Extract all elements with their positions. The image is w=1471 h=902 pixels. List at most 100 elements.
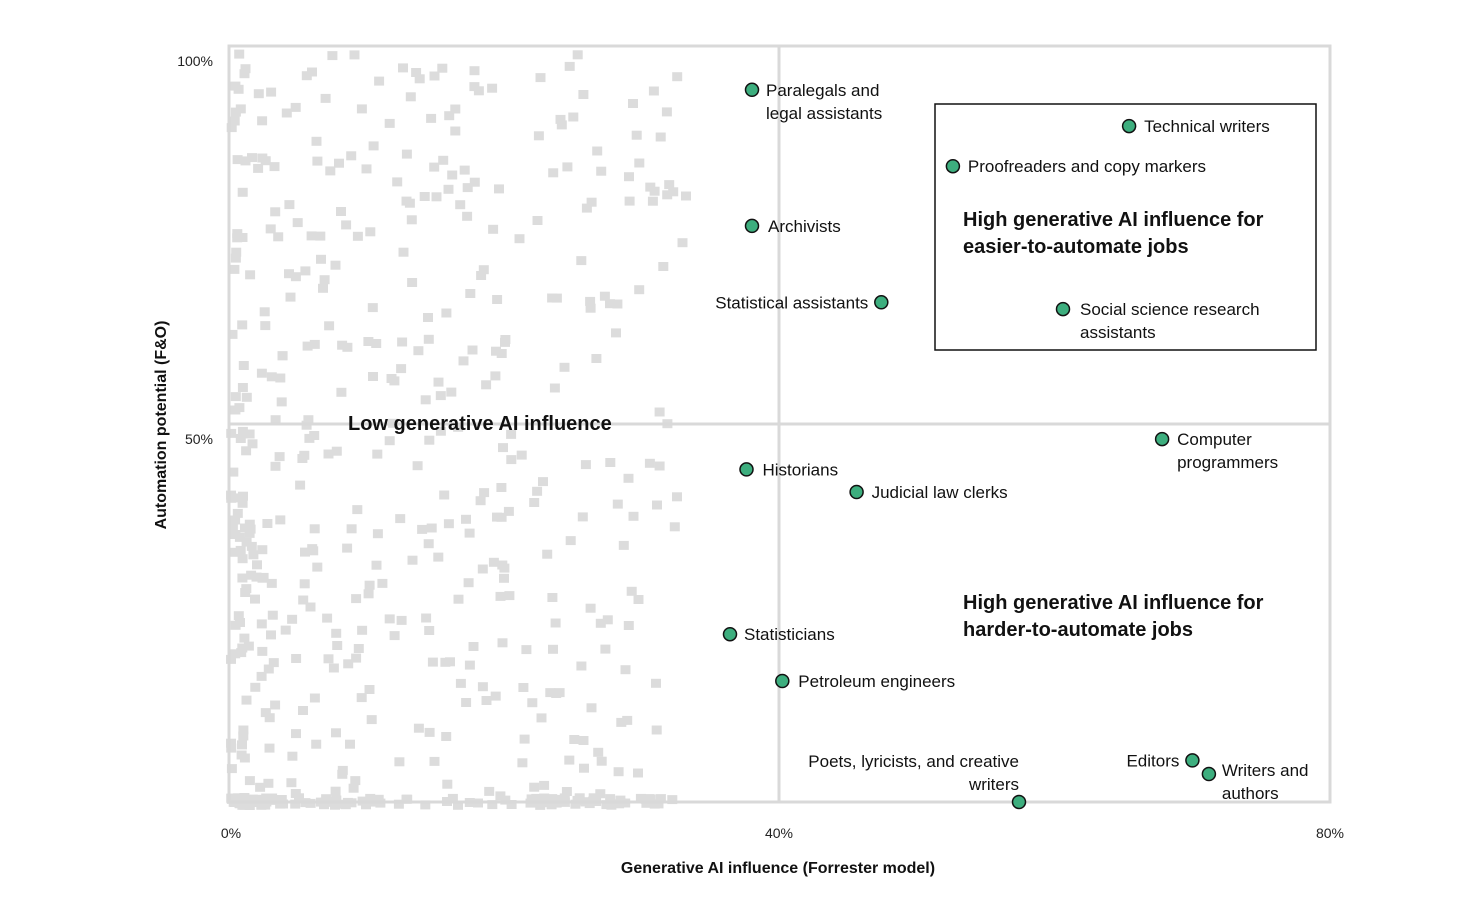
- highlight-point: [945, 158, 961, 174]
- background-occupation-point: [337, 340, 348, 350]
- background-occupation-point: [261, 793, 272, 803]
- background-occupation-point: [601, 800, 612, 810]
- background-occupation-point: [481, 696, 492, 705]
- background-occupation-point: [569, 735, 580, 744]
- background-occupation-point: [431, 192, 442, 202]
- background-occupation-point: [445, 657, 455, 667]
- background-occupation-point: [235, 545, 246, 555]
- background-occupation-point: [461, 698, 472, 707]
- point-label: Historians: [763, 460, 839, 479]
- background-occupation-point: [407, 278, 418, 287]
- background-occupation-point: [237, 233, 248, 242]
- background-occupation-point: [429, 71, 440, 81]
- background-occupation-point: [585, 296, 596, 306]
- point-label: Computer programmers: [1177, 430, 1278, 472]
- background-occupation-point: [396, 615, 407, 625]
- background-occupation-point: [628, 99, 638, 108]
- background-occupation-point: [227, 524, 238, 534]
- background-occupation-point: [295, 480, 306, 490]
- background-occupation-point: [578, 736, 589, 745]
- background-occupation-point: [546, 800, 557, 810]
- background-occupation-point: [299, 450, 310, 460]
- background-occupation-point: [478, 265, 489, 275]
- background-occupation-point: [287, 751, 298, 761]
- background-occupation-point: [251, 572, 262, 582]
- background-occupation-point: [264, 743, 275, 753]
- background-occupation-point: [628, 511, 639, 521]
- background-occupation-point: [290, 799, 301, 809]
- background-occupation-point: [413, 346, 424, 356]
- background-occupation-point: [363, 589, 374, 599]
- point-label: Statisticians: [744, 625, 835, 644]
- background-occupation-point: [661, 107, 672, 117]
- background-occupation-point: [384, 436, 395, 446]
- background-occupation-point: [591, 354, 602, 363]
- background-occupation-point: [384, 118, 395, 128]
- background-occupation-point: [612, 499, 623, 509]
- highlight-point: [775, 673, 790, 689]
- background-occupation-point: [536, 713, 547, 723]
- background-occupation-point: [238, 491, 248, 501]
- background-occupation-point: [421, 613, 432, 623]
- background-occupation-point: [268, 658, 279, 668]
- background-occupation-point: [423, 313, 433, 322]
- point-label: Technical writers: [1144, 117, 1270, 136]
- background-occupation-point: [596, 166, 607, 176]
- background-occupation-point: [254, 794, 265, 804]
- background-occupation-point: [550, 618, 561, 628]
- background-occupation-point: [309, 693, 320, 703]
- background-occupation-point: [624, 172, 634, 182]
- highlight-point: [1201, 766, 1217, 782]
- background-occupation-point: [315, 231, 326, 241]
- background-occupation-point: [419, 192, 430, 201]
- background-occupation-point: [586, 703, 597, 713]
- background-occupation-point: [264, 713, 275, 723]
- background-occupation-point: [585, 603, 596, 613]
- background-occupation-point: [266, 87, 277, 97]
- background-occupation-point: [534, 795, 545, 805]
- background-occupation-point: [564, 61, 575, 71]
- background-occupation-point: [237, 740, 247, 750]
- background-occupation-point: [398, 63, 408, 73]
- background-occupation-point: [651, 678, 661, 688]
- background-occupation-point: [270, 207, 281, 217]
- background-occupation-point: [667, 795, 678, 805]
- background-occupation-point: [469, 66, 480, 76]
- background-occupation-point: [374, 76, 385, 86]
- background-occupation-point: [496, 483, 507, 492]
- background-occupation-point: [463, 578, 474, 588]
- region-label-low: Low generative AI influence: [348, 413, 612, 435]
- background-occupation-point: [320, 93, 331, 103]
- easier-to-automate-box: [934, 103, 1317, 351]
- background-occupation-point: [631, 130, 642, 140]
- background-occupation-point: [426, 113, 437, 123]
- point-label: Paralegals and legal assistants: [766, 81, 882, 123]
- background-occupation-point: [257, 573, 268, 583]
- background-occupation-point: [228, 493, 239, 503]
- background-occupation-point: [363, 337, 374, 346]
- point-label: Poets, lyricists, and creative writers: [808, 752, 1019, 794]
- background-occupation-point: [259, 307, 270, 317]
- background-occupation-point: [349, 50, 360, 60]
- background-occupation-point: [267, 610, 278, 620]
- highlight-point: [739, 462, 754, 477]
- background-occupation-point: [538, 477, 548, 487]
- background-occupation-point: [262, 519, 273, 528]
- background-occupation-point: [366, 715, 377, 725]
- background-occupation-point: [230, 515, 241, 525]
- background-occupation-point: [389, 631, 400, 641]
- background-occupation-point: [331, 446, 342, 456]
- background-occupation-point: [234, 403, 245, 413]
- background-occupation-point: [441, 308, 452, 318]
- background-occupation-point: [497, 560, 508, 570]
- background-occupation-point: [361, 164, 372, 174]
- background-occupation-point: [648, 86, 659, 96]
- background-occupation-point: [232, 508, 243, 518]
- background-occupation-point: [658, 262, 669, 271]
- background-occupation-point: [372, 529, 383, 539]
- background-occupation-point: [257, 545, 268, 555]
- background-occupation-point: [323, 449, 334, 459]
- background-occupation-point: [595, 618, 606, 628]
- background-occupation-point: [392, 177, 403, 187]
